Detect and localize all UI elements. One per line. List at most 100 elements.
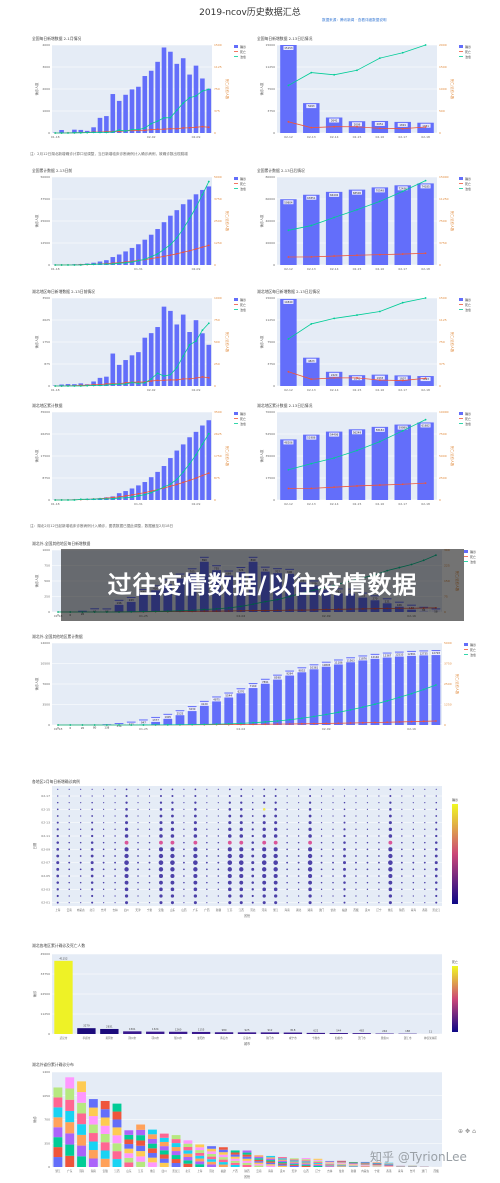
bar bbox=[192, 1032, 210, 1034]
line-death-point bbox=[310, 256, 312, 258]
bubble bbox=[286, 875, 288, 877]
y-tick-label: 70000 bbox=[265, 410, 275, 414]
x-tick-label: 襄阳市 bbox=[197, 1036, 205, 1040]
bubble bbox=[159, 860, 164, 865]
line-cured-point bbox=[69, 724, 71, 726]
y2-axis-label: 死亡/治愈人数 bbox=[225, 79, 230, 100]
bubble bbox=[355, 882, 357, 884]
bubble bbox=[308, 841, 312, 845]
bubble bbox=[125, 841, 129, 845]
bar-confirmed bbox=[285, 671, 294, 725]
reset-icon[interactable]: ⌂ bbox=[472, 1128, 478, 1135]
bubble bbox=[355, 789, 356, 790]
bubble bbox=[286, 882, 288, 884]
line-cured-point bbox=[61, 385, 63, 387]
bubble bbox=[69, 809, 70, 810]
y-axis-label: 确诊人数 bbox=[34, 214, 39, 228]
bubble bbox=[149, 842, 151, 844]
bubble bbox=[332, 862, 334, 864]
bubble bbox=[308, 828, 311, 831]
data-label: 2525 bbox=[177, 711, 184, 715]
bar-confirmed bbox=[394, 425, 410, 500]
bubble bbox=[401, 902, 402, 903]
bar-segment bbox=[195, 1156, 204, 1159]
bar-confirmed bbox=[261, 679, 270, 725]
x-tick-label: 02-15 bbox=[353, 502, 362, 506]
bubble bbox=[57, 835, 59, 837]
line-cured-point bbox=[144, 494, 146, 496]
bubble bbox=[80, 855, 82, 857]
line-cured-point bbox=[112, 131, 114, 133]
line-cured-point bbox=[195, 95, 197, 97]
x-tick-label: 武汉市 bbox=[60, 1036, 68, 1040]
bubble bbox=[343, 855, 346, 858]
bar-segment bbox=[325, 1164, 334, 1165]
bubble bbox=[321, 849, 323, 851]
x-tick-label: 01-18 bbox=[51, 135, 60, 139]
page-title: 2019-ncov历史数据汇总 bbox=[0, 5, 500, 18]
bubble bbox=[287, 822, 288, 823]
y-tick-label: 3500 bbox=[42, 703, 50, 707]
x-tick-label: 上海 bbox=[197, 1169, 203, 1173]
bubble bbox=[170, 874, 174, 878]
top-links[interactable]: 数据来源：腾讯新闻 · 查看详细数据说明 bbox=[322, 18, 387, 23]
x-tick-label: 河北 bbox=[209, 1169, 215, 1173]
bubble bbox=[69, 895, 70, 896]
bubble bbox=[149, 789, 150, 790]
bubble bbox=[262, 888, 266, 892]
line-death-point bbox=[379, 254, 381, 256]
bubble bbox=[308, 854, 312, 858]
chart-toolbar[interactable]: ⊕✥⌂ bbox=[458, 1128, 478, 1135]
bar-segment bbox=[266, 1157, 275, 1158]
bar-segment bbox=[148, 1139, 157, 1144]
bar-segment bbox=[53, 1127, 62, 1137]
x-tick-label: 02-13 bbox=[307, 388, 316, 392]
bubble bbox=[344, 902, 346, 904]
y2-axis-label: 死亡/治愈人数 bbox=[225, 211, 230, 232]
bar-segment bbox=[302, 1160, 311, 1161]
bar-segment bbox=[160, 1150, 169, 1154]
x-tick-label: 香港 bbox=[386, 1169, 392, 1173]
chart-title: 湖北地区累计数据 bbox=[32, 403, 63, 408]
zoom-icon[interactable]: ⊕ bbox=[458, 1128, 465, 1135]
line-death-point bbox=[379, 127, 381, 129]
bubble bbox=[424, 895, 425, 896]
line-cured-point bbox=[182, 471, 184, 473]
bubble bbox=[401, 842, 403, 844]
bubble bbox=[321, 875, 323, 877]
bubble bbox=[413, 875, 415, 877]
bubble bbox=[412, 868, 414, 870]
bubble bbox=[171, 821, 174, 824]
bubble bbox=[274, 834, 278, 838]
line-cured-point bbox=[333, 457, 335, 459]
line-cured-point bbox=[112, 498, 114, 500]
bubble bbox=[378, 822, 379, 823]
legend-label: 确诊 bbox=[465, 176, 471, 181]
line-cured-point bbox=[86, 132, 88, 134]
data-label: 20 bbox=[81, 726, 85, 730]
y-tick-label: 15000 bbox=[265, 43, 275, 47]
bubble bbox=[332, 882, 334, 884]
bubble bbox=[80, 815, 81, 816]
bubble bbox=[149, 835, 150, 836]
bar-segment bbox=[384, 1166, 393, 1167]
bubble bbox=[91, 828, 93, 830]
y2-tick-label: 3750 bbox=[444, 662, 452, 666]
bubble bbox=[114, 862, 116, 864]
bar-confirmed bbox=[142, 482, 147, 500]
pan-icon[interactable]: ✥ bbox=[465, 1128, 472, 1135]
bubble bbox=[171, 841, 175, 845]
line-cured-point bbox=[118, 262, 120, 264]
line-cured-point bbox=[93, 263, 95, 265]
line-cured-point bbox=[57, 611, 59, 613]
x-tick-label: 安徽 bbox=[103, 1169, 109, 1173]
y-tick-label: 7000 bbox=[42, 682, 50, 686]
bar-confirmed bbox=[334, 659, 343, 725]
bubble bbox=[251, 861, 254, 864]
x-tick-label: 宜昌市 bbox=[243, 1036, 251, 1040]
line-death-point bbox=[208, 126, 210, 128]
y2-tick-label: 0 bbox=[444, 723, 446, 727]
x-tick-label: 荆门市 bbox=[266, 1036, 274, 1040]
bubble bbox=[193, 867, 197, 871]
bubble bbox=[413, 882, 415, 884]
